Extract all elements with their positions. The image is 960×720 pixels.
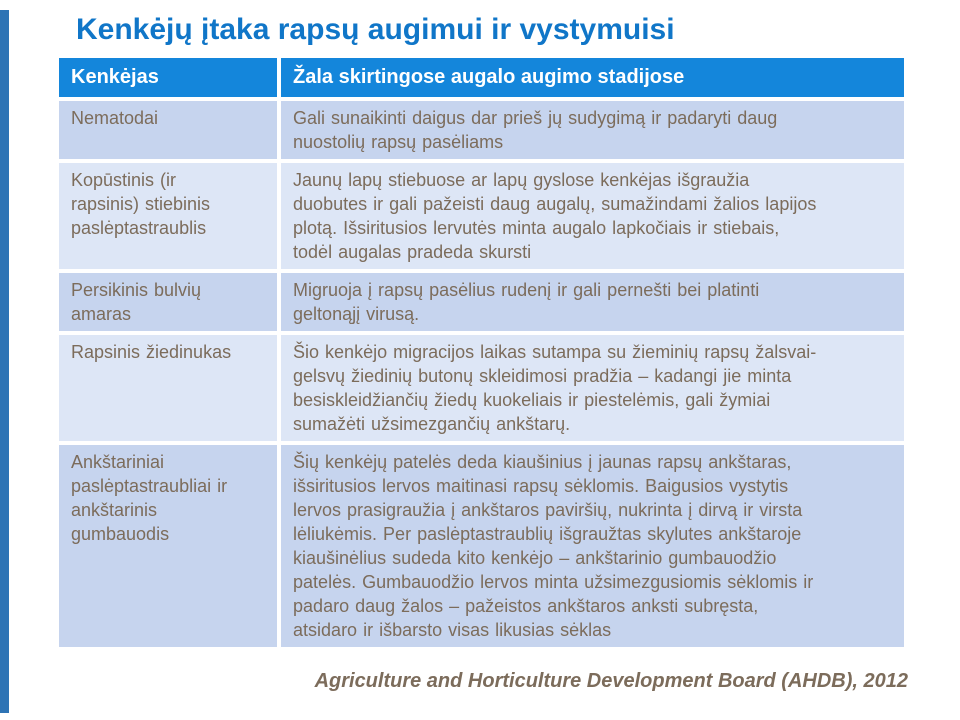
table-row: Ankštariniai paslėptastraubliai ir ankšt… — [59, 445, 904, 647]
pest-damage-table: Kenkėjas Žala skirtingose augalo augimo … — [55, 54, 908, 651]
table-header-row: Kenkėjas Žala skirtingose augalo augimo … — [59, 58, 904, 97]
pest-name-cell: Rapsinis žiedinukas — [59, 335, 278, 441]
table-body: Nematodai Gali sunaikinti daigus dar pri… — [59, 101, 904, 647]
table-row: Persikinis bulvių amaras Migruoja į raps… — [59, 273, 904, 331]
pest-name-cell: Kopūstinis (ir rapsinis) stiebinis paslė… — [59, 163, 278, 269]
table-header-damage: Žala skirtingose augalo augimo stadijose — [281, 58, 904, 97]
slide-title: Kenkėjų įtaka rapsų augimui ir vystymuis… — [76, 13, 675, 46]
left-accent-bar — [0, 10, 9, 713]
damage-description-cell: Šių kenkėjų patelės deda kiaušinius į ja… — [281, 445, 904, 647]
damage-description-cell: Migruoja į rapsų pasėlius rudenį ir gali… — [281, 273, 904, 331]
pest-name-cell: Ankštariniai paslėptastraubliai ir ankšt… — [59, 445, 278, 647]
table-row: Nematodai Gali sunaikinti daigus dar pri… — [59, 101, 904, 159]
damage-description-cell: Jaunų lapų stiebuose ar lapų gyslose ken… — [281, 163, 904, 269]
table-row: Kopūstinis (ir rapsinis) stiebinis paslė… — [59, 163, 904, 269]
pest-name-cell: Persikinis bulvių amaras — [59, 273, 278, 331]
damage-description-cell: Šio kenkėjo migracijos laikas sutampa su… — [281, 335, 904, 441]
table-row: Rapsinis žiedinukas Šio kenkėjo migracij… — [59, 335, 904, 441]
damage-description-cell: Gali sunaikinti daigus dar prieš jų sudy… — [281, 101, 904, 159]
source-attribution: Agriculture and Horticulture Development… — [314, 670, 908, 692]
table-header-pest: Kenkėjas — [59, 58, 278, 97]
pest-name-cell: Nematodai — [59, 101, 278, 159]
